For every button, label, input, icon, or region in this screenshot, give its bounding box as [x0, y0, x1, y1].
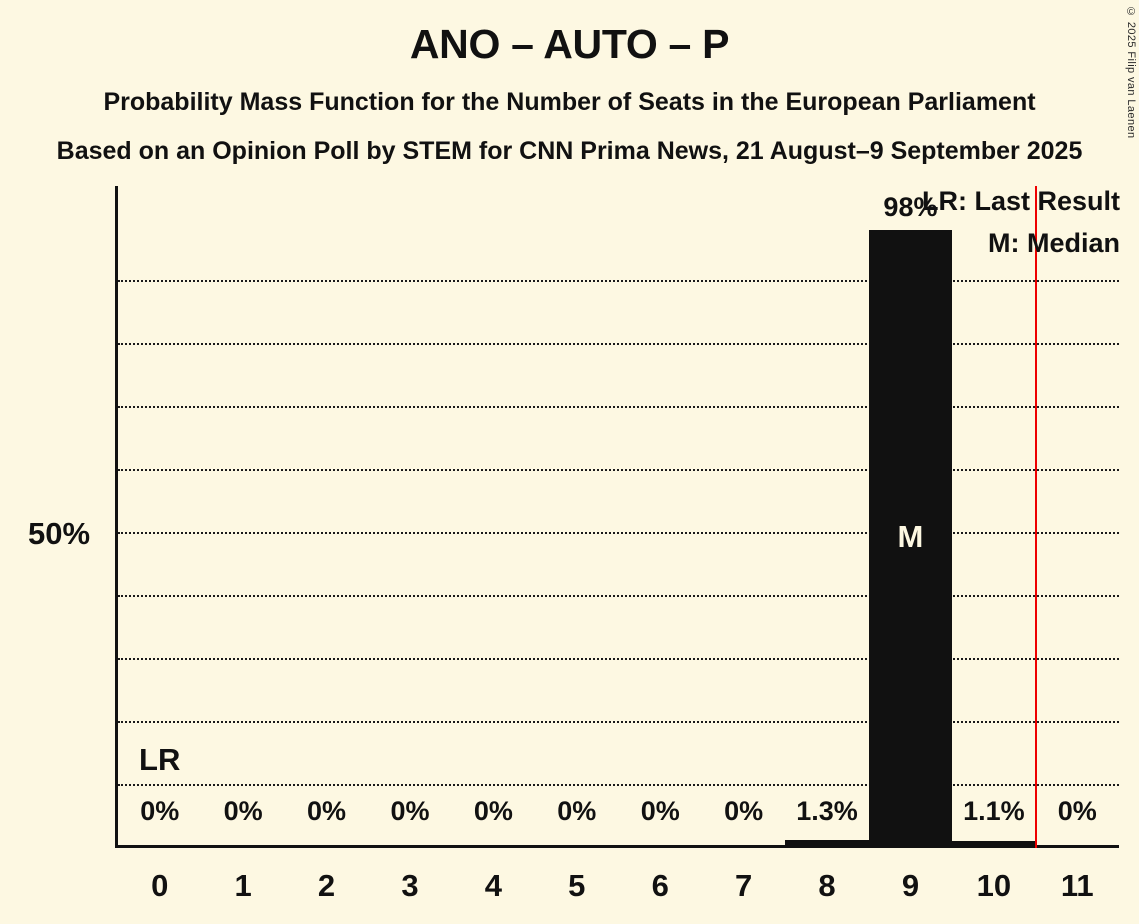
x-tick-label-5: 5	[568, 868, 586, 903]
last-result-marker: LR	[139, 742, 181, 777]
x-tick-label-8: 8	[818, 868, 836, 903]
gridline-40	[118, 594, 1119, 597]
bar-value-label: 1.3%	[796, 796, 858, 826]
legend-last-result: LR: Last Result	[921, 186, 1120, 216]
bar-value-label: 0%	[223, 796, 263, 826]
x-tick-label-3: 3	[401, 868, 419, 903]
chart-source-note: Based on an Opinion Poll by STEM for CNN…	[56, 137, 1083, 165]
bar-value-label: 0%	[390, 796, 430, 826]
threshold-red-line	[1034, 186, 1037, 848]
legend-median: M: Median	[988, 228, 1120, 258]
x-axis-line	[115, 845, 1119, 848]
bar-value-label: 0%	[640, 796, 680, 826]
bar-value-label: 0%	[557, 796, 597, 826]
gridline-90	[118, 279, 1119, 282]
x-tick-label-7: 7	[734, 868, 753, 903]
copyright-notice: © 2025 Filip van Laenen	[1125, 6, 1137, 139]
y-axis-tick-label-50: 50%	[28, 516, 91, 551]
bar	[952, 841, 1036, 848]
gridline-70	[118, 405, 1119, 408]
bar-value-label: 0%	[473, 796, 513, 826]
bar-value-label: 1.1%	[963, 796, 1025, 826]
gridline-20	[118, 720, 1119, 723]
plot-area: 0% 0% 0% 0% 0% 0% 0% 0% 1.3% 98% 1.1% 0% M LR	[115, 186, 1119, 848]
bar	[868, 230, 953, 848]
page-title: ANO – AUTO – P	[409, 21, 730, 67]
x-tick-label-4: 4	[484, 868, 502, 903]
gridline-10	[118, 783, 1119, 786]
x-tick-label-10: 10	[976, 868, 1012, 903]
chart-subtitle: Probability Mass Function for the Number…	[103, 88, 1036, 116]
x-tick-label-9: 9	[901, 868, 920, 903]
gridline-50	[118, 531, 1119, 534]
bar	[785, 839, 869, 848]
bar-value-label: 98%	[883, 192, 938, 223]
x-tick-label-1: 1	[234, 868, 252, 903]
x-tick-label-2: 2	[317, 868, 336, 903]
bar-value-label: 0%	[1057, 796, 1097, 826]
x-tick-label-0: 0	[151, 868, 169, 903]
gridline-60	[118, 468, 1119, 471]
gridline-80	[118, 342, 1119, 345]
bar-value-label: 0%	[140, 796, 180, 826]
bar-value-label: 0%	[724, 796, 764, 826]
bar-value-label: 0%	[307, 796, 347, 826]
x-tick-label-6: 6	[651, 868, 669, 903]
gridline-30	[118, 657, 1119, 660]
y-axis-line	[115, 186, 118, 848]
median-marker: M	[897, 519, 924, 554]
x-tick-label-11: 11	[1060, 868, 1094, 903]
